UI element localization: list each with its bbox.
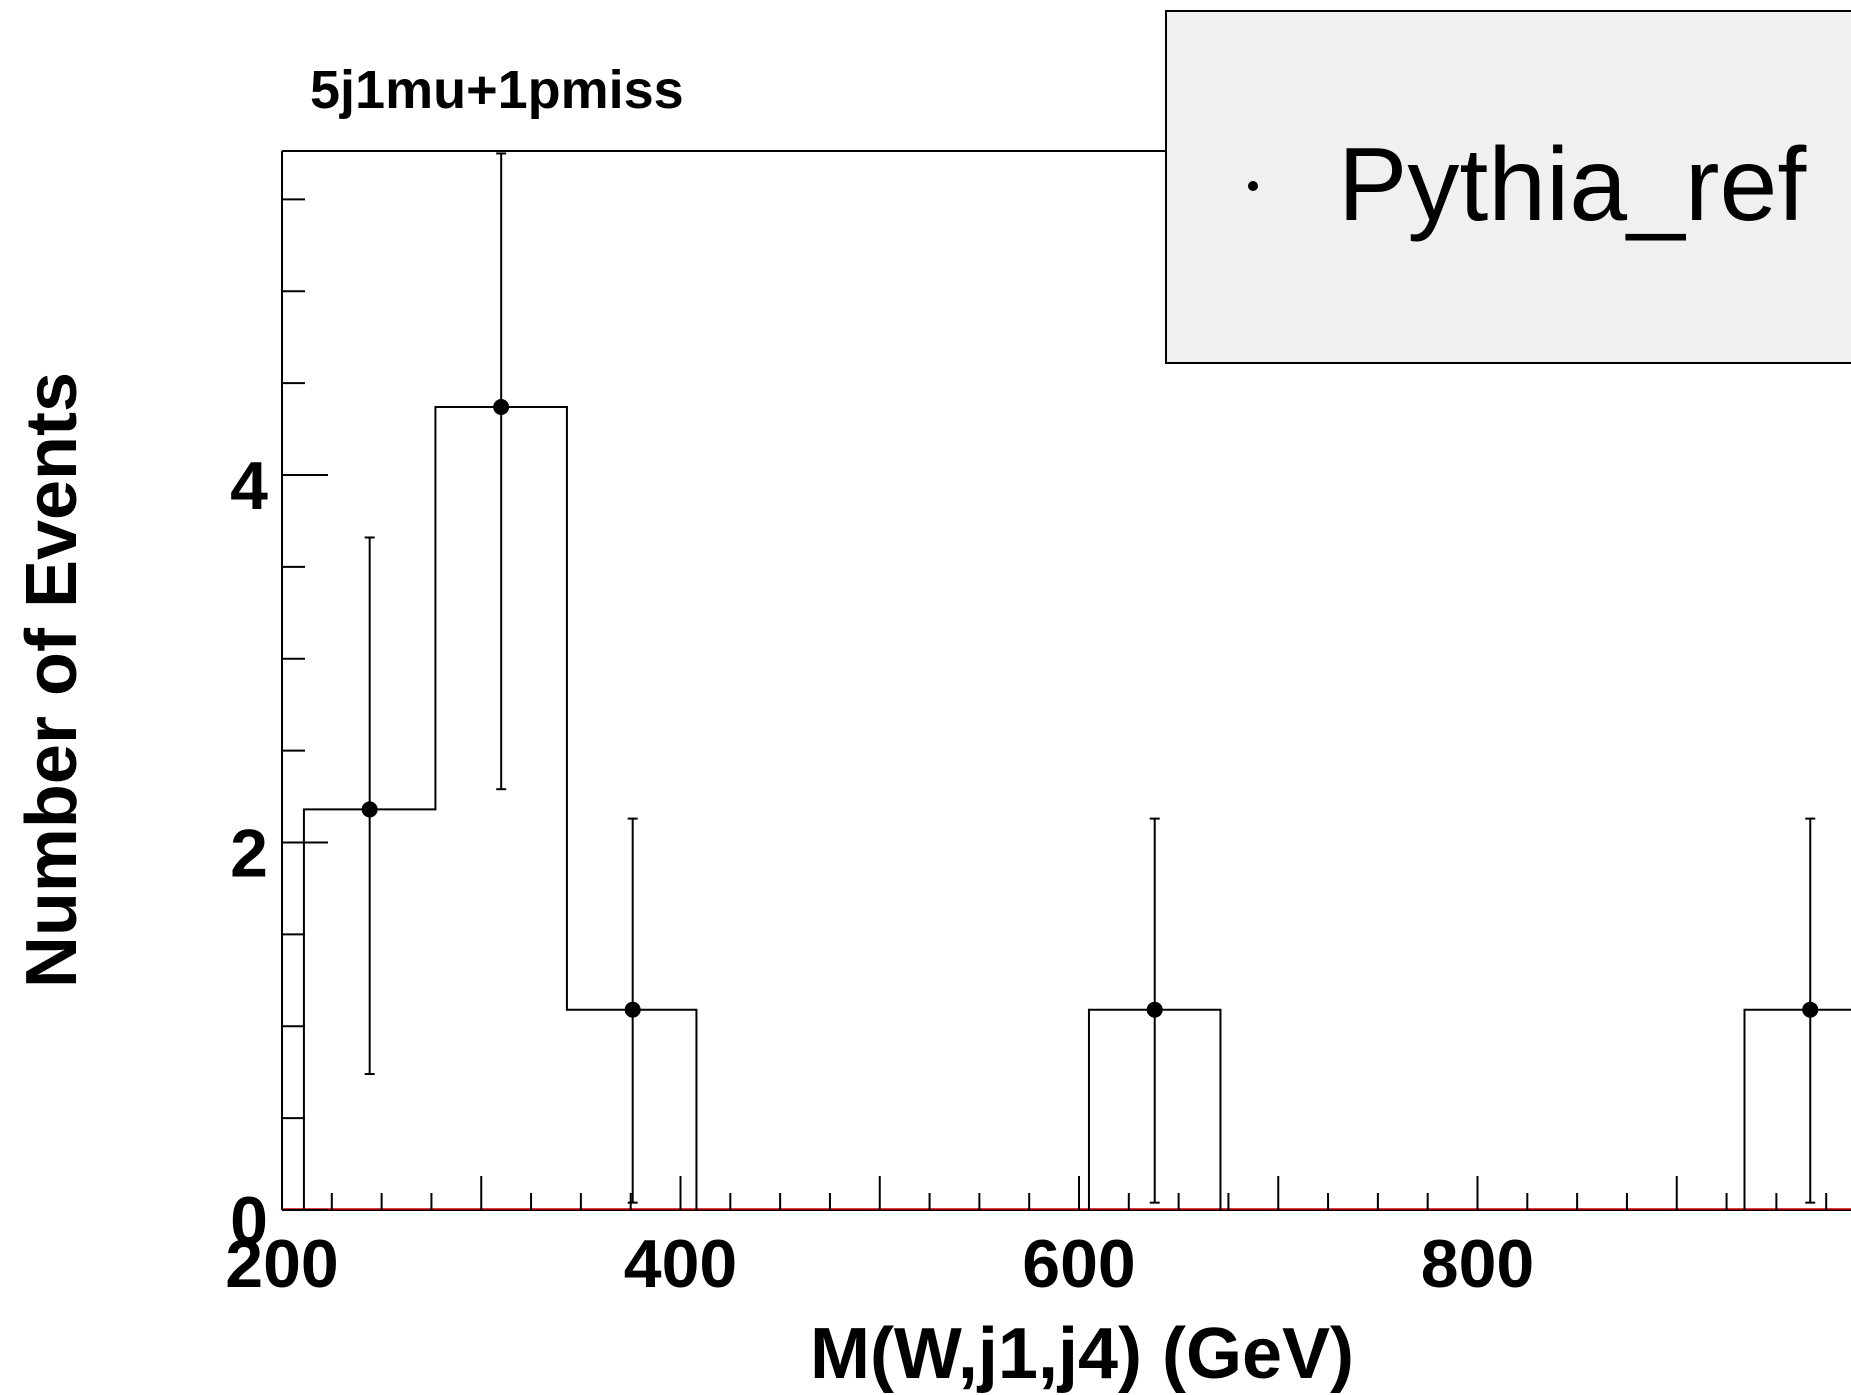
data-point [624, 1001, 641, 1018]
y-tick-label: 0 [230, 1183, 268, 1259]
tick-labels: 200 400 600 800 0 2 4 [225, 448, 1534, 1302]
data-points [361, 399, 1819, 1018]
y-tick-label: 2 [230, 816, 268, 892]
x-axis-title: M(W,j1,j4) (GeV) [810, 1314, 1354, 1394]
x-tick-label: 400 [624, 1226, 737, 1302]
data-point [361, 801, 378, 818]
data-point [1802, 1001, 1819, 1018]
data-point [1146, 1001, 1163, 1018]
x-tick-label: 600 [1022, 1226, 1135, 1302]
legend-box [1165, 10, 1851, 364]
chart-title: 5j1mu+1pmiss [310, 60, 684, 120]
x-tick-label: 200 [225, 1226, 338, 1302]
legend-marker-icon [1248, 181, 1258, 191]
data-point [493, 399, 510, 416]
axis-ticks [281, 198, 1828, 1211]
x-tick-label: 800 [1421, 1226, 1534, 1302]
legend-entry-label: Pythia_ref [1338, 127, 1807, 243]
y-axis-title: Number of Events [12, 372, 92, 988]
legend: Pythia_ref [1165, 10, 1851, 364]
y-tick-label: 4 [230, 448, 268, 524]
